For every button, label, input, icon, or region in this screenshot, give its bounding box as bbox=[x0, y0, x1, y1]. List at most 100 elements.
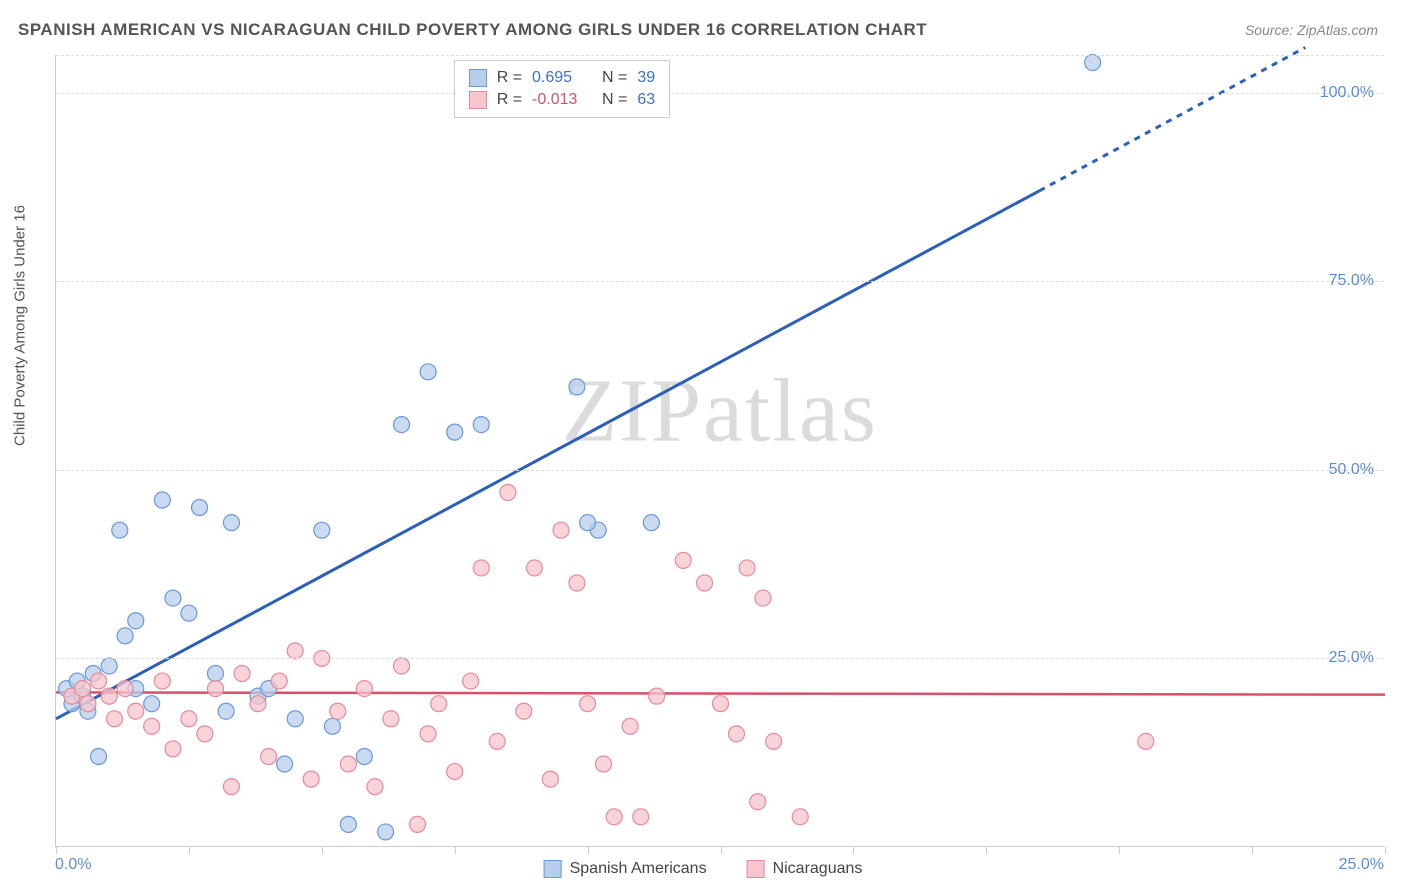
scatter-point bbox=[697, 575, 713, 591]
scatter-point bbox=[356, 681, 372, 697]
scatter-point bbox=[489, 733, 505, 749]
x-tick bbox=[56, 846, 57, 854]
scatter-point bbox=[1085, 55, 1101, 71]
x-tick bbox=[1119, 846, 1120, 854]
scatter-point bbox=[144, 718, 160, 734]
scatter-point bbox=[91, 748, 107, 764]
y-tick-label: 25.0% bbox=[1329, 649, 1374, 667]
legend-swatch bbox=[469, 69, 487, 87]
scatter-point bbox=[277, 756, 293, 772]
scatter-point bbox=[792, 809, 808, 825]
legend-swatch bbox=[469, 91, 487, 109]
scatter-point bbox=[394, 658, 410, 674]
r-value: -0.013 bbox=[532, 91, 592, 109]
x-tick-label: 25.0% bbox=[1339, 856, 1384, 874]
scatter-point bbox=[165, 590, 181, 606]
scatter-point bbox=[192, 500, 208, 516]
scatter-point bbox=[271, 673, 287, 689]
scatter-point bbox=[154, 673, 170, 689]
scatter-point bbox=[91, 673, 107, 689]
scatter-point bbox=[117, 628, 133, 644]
chart-container: SPANISH AMERICAN VS NICARAGUAN CHILD POV… bbox=[0, 0, 1406, 892]
scatter-point bbox=[1138, 733, 1154, 749]
scatter-point bbox=[606, 809, 622, 825]
scatter-point bbox=[409, 816, 425, 832]
x-tick bbox=[322, 846, 323, 854]
gridline bbox=[56, 93, 1384, 94]
scatter-point bbox=[197, 726, 213, 742]
scatter-point bbox=[383, 711, 399, 727]
scatter-point bbox=[356, 748, 372, 764]
scatter-point bbox=[181, 605, 197, 621]
scatter-point bbox=[101, 658, 117, 674]
scatter-point bbox=[622, 718, 638, 734]
correlation-box: R =0.695N =39R =-0.013N =63 bbox=[454, 60, 670, 118]
n-value: 63 bbox=[637, 91, 655, 109]
scatter-point bbox=[580, 696, 596, 712]
scatter-point bbox=[420, 726, 436, 742]
scatter-point bbox=[569, 379, 585, 395]
scatter-point bbox=[447, 424, 463, 440]
x-tick bbox=[189, 846, 190, 854]
r-label: R = bbox=[497, 69, 522, 87]
scatter-point bbox=[750, 794, 766, 810]
scatter-point bbox=[431, 696, 447, 712]
legend-label: Spanish Americans bbox=[570, 860, 707, 878]
scatter-point bbox=[223, 515, 239, 531]
scatter-point bbox=[154, 492, 170, 508]
scatter-point bbox=[675, 552, 691, 568]
scatter-point bbox=[447, 764, 463, 780]
scatter-point bbox=[117, 681, 133, 697]
scatter-point bbox=[473, 560, 489, 576]
r-value: 0.695 bbox=[532, 69, 592, 87]
scatter-point bbox=[106, 711, 122, 727]
x-tick bbox=[455, 846, 456, 854]
scatter-point bbox=[287, 643, 303, 659]
y-axis-label: Child Poverty Among Girls Under 16 bbox=[12, 205, 29, 446]
scatter-point bbox=[207, 666, 223, 682]
n-label: N = bbox=[602, 69, 627, 87]
chart-title: SPANISH AMERICAN VS NICARAGUAN CHILD POV… bbox=[18, 20, 927, 40]
r-label: R = bbox=[497, 91, 522, 109]
scatter-point bbox=[340, 756, 356, 772]
scatter-point bbox=[207, 681, 223, 697]
scatter-point bbox=[649, 688, 665, 704]
scatter-point bbox=[713, 696, 729, 712]
scatter-point bbox=[223, 779, 239, 795]
scatter-point bbox=[367, 779, 383, 795]
scatter-point bbox=[526, 560, 542, 576]
x-tick bbox=[986, 846, 987, 854]
legend: Spanish Americans Nicaraguans bbox=[544, 860, 863, 878]
y-tick-label: 100.0% bbox=[1320, 84, 1374, 102]
legend-swatch bbox=[544, 860, 562, 878]
x-tick bbox=[1252, 846, 1253, 854]
x-tick bbox=[721, 846, 722, 854]
source-attribution: Source: ZipAtlas.com bbox=[1245, 22, 1378, 38]
scatter-point bbox=[633, 809, 649, 825]
gridline bbox=[56, 658, 1384, 659]
legend-label: Nicaraguans bbox=[773, 860, 863, 878]
scatter-point bbox=[569, 575, 585, 591]
gridline bbox=[56, 281, 1384, 282]
legend-item: Nicaraguans bbox=[747, 860, 863, 878]
x-tick bbox=[588, 846, 589, 854]
x-tick-label: 0.0% bbox=[55, 856, 91, 874]
y-tick-label: 75.0% bbox=[1329, 272, 1374, 290]
legend-swatch bbox=[747, 860, 765, 878]
scatter-point bbox=[303, 771, 319, 787]
scatter-point bbox=[324, 718, 340, 734]
scatter-point bbox=[128, 703, 144, 719]
scatter-point bbox=[553, 522, 569, 538]
scatter-point bbox=[596, 756, 612, 772]
plot-area: ZIPatlas 25.0%50.0%75.0%100.0% bbox=[55, 55, 1384, 847]
x-tick bbox=[853, 846, 854, 854]
scatter-point bbox=[234, 666, 250, 682]
scatter-point bbox=[473, 417, 489, 433]
scatter-point bbox=[181, 711, 197, 727]
scatter-point bbox=[766, 733, 782, 749]
scatter-point bbox=[516, 703, 532, 719]
scatter-point bbox=[542, 771, 558, 787]
scatter-point bbox=[643, 515, 659, 531]
scatter-point bbox=[250, 696, 266, 712]
scatter-point bbox=[394, 417, 410, 433]
